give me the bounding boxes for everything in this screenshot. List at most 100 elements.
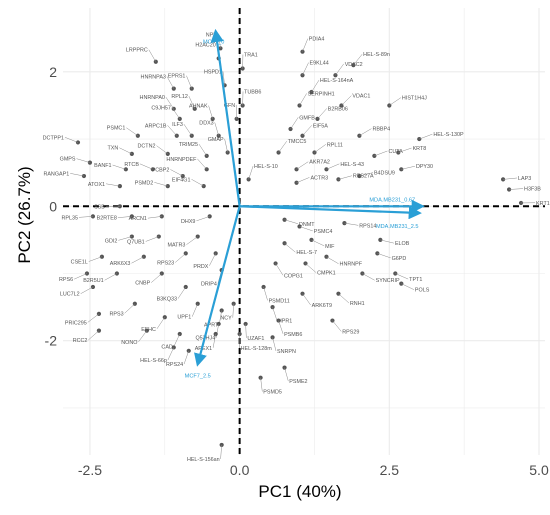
- point-label: UPF1: [177, 315, 191, 321]
- point-label: CAD: [161, 345, 172, 351]
- label-leader-line: [338, 294, 348, 303]
- point-label: HEL-S-128m: [241, 346, 273, 352]
- point-label: ILF3: [172, 122, 183, 128]
- point-label: DDX3: [199, 120, 213, 126]
- label-leader-line: [151, 274, 162, 283]
- point-label: ACTR3: [310, 175, 328, 181]
- label-leader-line: [191, 179, 203, 186]
- data-points: H2AC20NPMLRPPRCTRA1PDIA4E9KL44HEL-S-89nV…: [43, 32, 550, 462]
- point-label: DCTPP1: [43, 135, 64, 141]
- label-leader-line: [246, 324, 247, 338]
- label-leader-line: [215, 122, 219, 135]
- label-leader-line: [303, 294, 311, 305]
- data-point: [375, 251, 379, 255]
- arrow-label: MCF7_0: [203, 40, 224, 46]
- arrow-label: MCF7_2.5: [185, 373, 211, 379]
- point-label: HEL-S-43: [340, 162, 364, 168]
- label-leader-line: [170, 169, 182, 176]
- point-label: PDIA4: [309, 37, 325, 43]
- point-label: PSMC1: [107, 126, 126, 132]
- point-label: NONO: [121, 340, 137, 346]
- point-label: HEL-S-164nA: [320, 78, 354, 84]
- label-leader-line: [119, 148, 132, 154]
- point-label: VDAC2: [345, 62, 363, 68]
- point-label: HEL-S-10: [254, 164, 278, 170]
- point-label: EIF5A: [313, 123, 328, 129]
- data-point: [300, 50, 304, 54]
- point-label: HEL-S-156an: [187, 457, 220, 463]
- point-label: DPY30: [416, 164, 433, 170]
- label-leader-line: [509, 189, 523, 190]
- point-label: TUBB6: [244, 89, 261, 95]
- label-leader-line: [297, 177, 310, 182]
- x-tick-label: 0.0: [230, 462, 250, 478]
- point-label: DHX9: [181, 219, 195, 225]
- label-leader-line: [70, 173, 84, 176]
- label-leader-line: [311, 240, 324, 246]
- point-label: RPL11: [327, 142, 343, 148]
- x-axis-label: PC1 (40%): [258, 482, 341, 501]
- point-label: ARCN1: [129, 216, 147, 222]
- label-leader-line: [326, 257, 338, 264]
- label-leader-line: [126, 128, 138, 136]
- point-label: RPS3: [110, 311, 124, 317]
- point-label: RNH1: [350, 301, 365, 307]
- point-label: DRIP4: [201, 282, 217, 288]
- label-leader-line: [332, 321, 341, 332]
- point-label: G6PD: [392, 256, 407, 262]
- label-leader-line: [377, 253, 390, 258]
- label-leader-line: [401, 166, 415, 169]
- point-label: RBBP4: [372, 127, 390, 133]
- x-tick-label: -2.5: [78, 462, 102, 478]
- point-label: SERPINH1: [308, 91, 335, 97]
- label-leader-line: [303, 39, 308, 52]
- point-label: HSPD1: [204, 69, 222, 75]
- point-label: COPG1: [284, 273, 303, 279]
- label-leader-line: [131, 257, 143, 264]
- label-leader-line: [389, 98, 401, 106]
- label-leader-line: [105, 274, 117, 281]
- label-leader-line: [178, 287, 186, 299]
- point-label: PSMD11: [269, 298, 290, 304]
- label-leader-line: [303, 125, 312, 135]
- point-label: TMCC5: [288, 139, 307, 145]
- point-label: H3F3B: [524, 187, 541, 193]
- point-label: PSMD2: [135, 180, 154, 186]
- point-label: UZAF1: [247, 336, 264, 342]
- point-label: SSB: [94, 204, 105, 210]
- label-leader-line: [209, 106, 213, 119]
- point-label: CSE1L: [71, 260, 88, 266]
- point-label: B2R5U1: [83, 278, 103, 284]
- y-tick-label: 2: [49, 64, 57, 80]
- arrow-label: MDA.MB231_2.5: [376, 224, 419, 230]
- point-label: RPS6: [59, 277, 73, 283]
- label-leader-line: [196, 216, 209, 220]
- point-label: AHNAK: [189, 104, 208, 110]
- label-leader-line: [209, 253, 215, 265]
- point-label: SNRPN: [277, 349, 296, 355]
- point-label: ELOB: [395, 241, 410, 247]
- label-leader-line: [380, 240, 394, 243]
- point-label: HNRNPDEF: [166, 157, 197, 163]
- label-leader-line: [335, 64, 343, 75]
- point-label: ARK6T9: [312, 303, 332, 309]
- data-point: [214, 251, 218, 255]
- point-label: LRPPRC: [126, 48, 148, 54]
- label-leader-line: [184, 124, 192, 136]
- label-leader-line: [362, 274, 374, 281]
- label-leader-line: [184, 351, 189, 364]
- point-label: RPL12: [171, 94, 187, 100]
- point-label: CNBP: [135, 281, 150, 287]
- point-label: RPS23: [157, 261, 174, 267]
- point-label: RANGAP1: [43, 171, 69, 177]
- point-label: RPS14: [359, 223, 376, 229]
- label-leader-line: [285, 243, 296, 252]
- point-label: HNRNPA3: [141, 74, 166, 80]
- point-label: PSMB6: [284, 332, 302, 338]
- point-label: B2RB06: [328, 106, 348, 112]
- point-label: RTCB: [124, 162, 139, 168]
- label-leader-line: [314, 144, 325, 152]
- point-label: EPRS1: [168, 74, 186, 80]
- loading-arrows: MCF7_0MDA.MB231_0.67MDA.MB231_2.5MCF7_2.…: [185, 32, 423, 380]
